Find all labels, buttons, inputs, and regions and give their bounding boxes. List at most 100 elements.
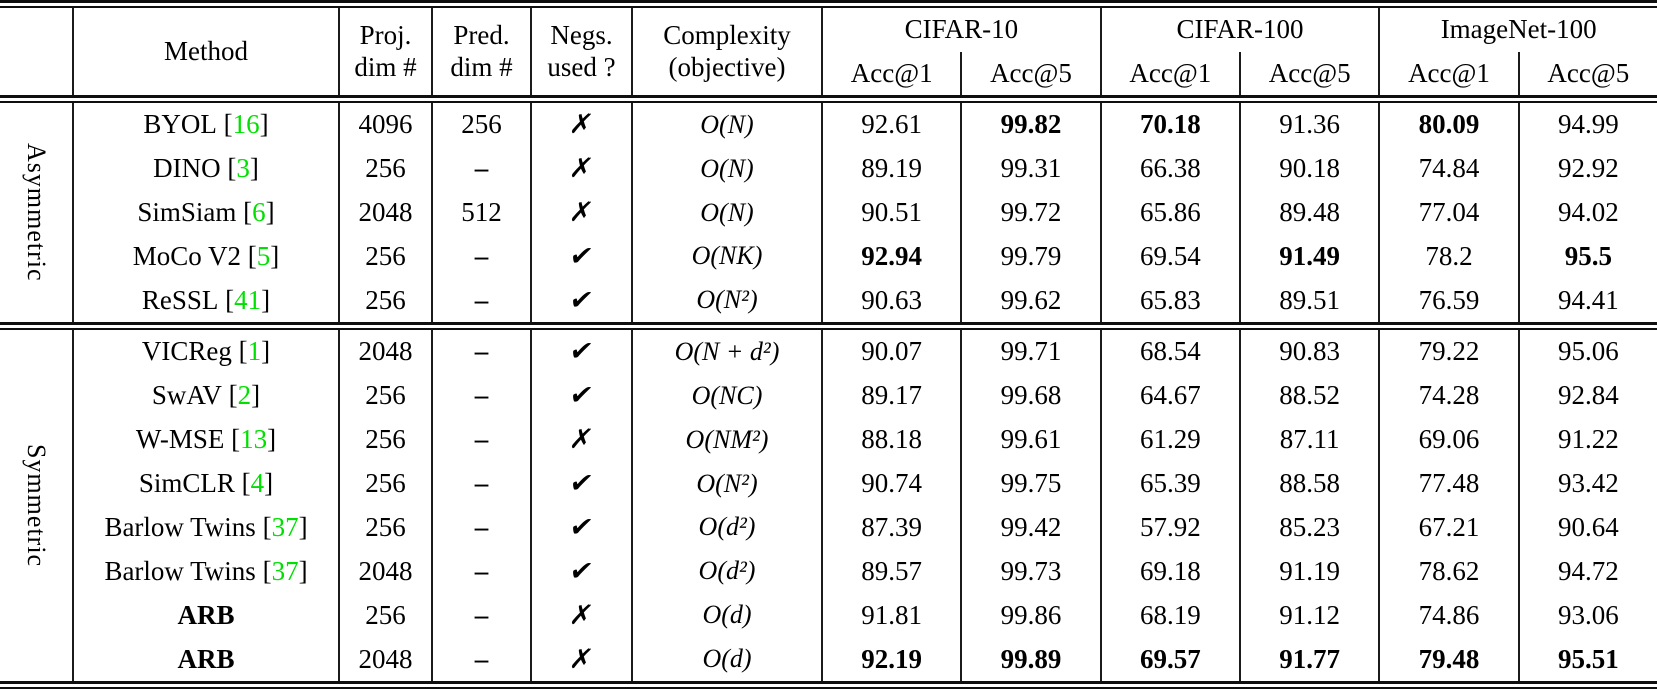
negs-cell: ✗ — [530, 637, 631, 681]
complexity-cell: O(N) — [631, 146, 821, 191]
score-cell: 89.19 — [821, 146, 960, 191]
score-cell: 95.51 — [1517, 637, 1657, 681]
method-cell: Barlow Twins [37] — [104, 555, 308, 586]
score-cell: 99.68 — [960, 373, 1099, 418]
score-cell: 69.06 — [1378, 417, 1517, 462]
proj-dim-cell: 4096 — [338, 103, 431, 147]
complexity-cell: O(N) — [631, 190, 821, 235]
score-cell: 99.86 — [960, 593, 1099, 638]
score-cell: 89.17 — [821, 373, 960, 418]
table-header: Method Proj. dim # Pred. dim # Negs. use… — [0, 8, 1657, 95]
subheader-cifar100-acc1: Acc@1 — [1099, 51, 1239, 95]
score-cell: 78.2 — [1378, 234, 1517, 279]
method-cell: MoCo V2 [5] — [132, 240, 280, 271]
score-cell: 99.31 — [960, 146, 1099, 191]
subheader-cifar100-acc5: Acc@5 — [1238, 51, 1378, 95]
bottom-double-rule — [0, 681, 1657, 689]
cross-icon: ✗ — [567, 153, 596, 185]
score-cell: 74.84 — [1378, 146, 1517, 191]
complexity-cell: O(d) — [631, 593, 821, 638]
score-cell: 99.71 — [960, 330, 1099, 374]
method-cell: ARB — [74, 637, 338, 681]
score-cell: 90.64 — [1517, 505, 1657, 550]
score-cell: 91.49 — [1238, 234, 1378, 279]
subheader-imagenet100-acc1: Acc@1 — [1378, 51, 1517, 95]
score-cell: 68.54 — [1099, 330, 1239, 374]
citation-number: 41 — [234, 284, 262, 315]
negs-cell: ✗ — [530, 593, 631, 638]
method-name: ARB — [177, 599, 235, 630]
score-cell: 74.28 — [1378, 373, 1517, 418]
pred-dim-cell: 256 — [431, 103, 530, 147]
method-cell: SimCLR [4] — [138, 468, 274, 499]
col-header-method: Method — [164, 35, 248, 66]
col-header-complexity: Complexity (objective) — [631, 8, 821, 95]
score-cell: 90.74 — [821, 461, 960, 506]
score-cell: 93.42 — [1517, 461, 1657, 506]
negs-cell: ✗ — [530, 103, 631, 147]
score-cell: 91.36 — [1238, 103, 1378, 147]
method-name: MoCo V2 — [132, 240, 242, 271]
proj-dim-cell: 2048 — [338, 330, 431, 374]
complexity-cell: O(d²) — [631, 505, 821, 550]
negs-cell: ✗ — [530, 417, 631, 462]
score-cell: 92.92 — [1517, 146, 1657, 191]
pred-dim-cell: – — [431, 461, 530, 506]
header-double-rule — [0, 95, 1657, 103]
score-cell: 67.21 — [1378, 505, 1517, 550]
score-cell: 57.92 — [1099, 505, 1239, 550]
pred-dim-cell: – — [431, 637, 530, 681]
pred-dim-cell: – — [431, 373, 530, 418]
score-cell: 68.19 — [1099, 593, 1239, 638]
score-cell: 88.58 — [1238, 461, 1378, 506]
score-cell: 78.62 — [1378, 549, 1517, 594]
score-cell: 66.38 — [1099, 146, 1239, 191]
complexity-cell: O(NM²) — [631, 417, 821, 462]
score-cell: 89.48 — [1238, 190, 1378, 235]
check-icon: ✔ — [567, 336, 596, 368]
complexity-cell: O(NC) — [631, 373, 821, 418]
citation-number: 1 — [247, 336, 262, 367]
method-cell: Barlow Twins [37] — [104, 511, 308, 542]
score-cell: 94.99 — [1517, 103, 1657, 147]
method-name: SimSiam — [137, 196, 237, 227]
citation-number: 37 — [271, 555, 299, 586]
col-header-negs-used: Negs. used ? — [530, 8, 631, 95]
proj-dim-cell: 2048 — [338, 637, 431, 681]
score-cell: 94.72 — [1517, 549, 1657, 594]
pred-dim-cell: – — [431, 278, 530, 322]
citation-number: 37 — [271, 511, 299, 542]
check-icon: ✔ — [567, 380, 596, 412]
score-cell: 61.29 — [1099, 417, 1239, 462]
score-cell: 92.84 — [1517, 373, 1657, 418]
method-cell: ReSSL [41] — [141, 284, 271, 315]
score-cell: 90.51 — [821, 190, 960, 235]
score-cell: 87.39 — [821, 505, 960, 550]
score-cell: 90.63 — [821, 278, 960, 322]
method-name: BYOL — [143, 109, 217, 140]
score-cell: 65.83 — [1099, 278, 1239, 322]
score-cell: 99.79 — [960, 234, 1099, 279]
header-spacer — [0, 8, 74, 95]
method-cell: DINO [3] — [153, 153, 259, 184]
row-group-label: Symmetric — [0, 330, 74, 681]
check-icon: ✔ — [567, 468, 596, 500]
method-name: SwAV — [151, 380, 222, 411]
method-name: ReSSL — [141, 284, 219, 315]
col-header-pred-dim: Pred. dim # — [431, 8, 530, 95]
score-cell: 91.77 — [1238, 637, 1378, 681]
check-icon: ✔ — [567, 511, 596, 543]
score-cell: 99.72 — [960, 190, 1099, 235]
score-cell: 90.18 — [1238, 146, 1378, 191]
negs-cell: ✔ — [530, 278, 631, 322]
score-cell: 92.94 — [821, 234, 960, 279]
subheader-imagenet100-acc5: Acc@5 — [1517, 51, 1657, 95]
score-cell: 70.18 — [1099, 103, 1239, 147]
score-cell: 69.57 — [1099, 637, 1239, 681]
proj-dim-cell: 2048 — [338, 549, 431, 594]
method-cell: SwAV [2] — [151, 380, 261, 411]
score-cell: 65.86 — [1099, 190, 1239, 235]
col-header-negs-line2: used ? — [547, 51, 616, 82]
pred-dim-cell: – — [431, 593, 530, 638]
